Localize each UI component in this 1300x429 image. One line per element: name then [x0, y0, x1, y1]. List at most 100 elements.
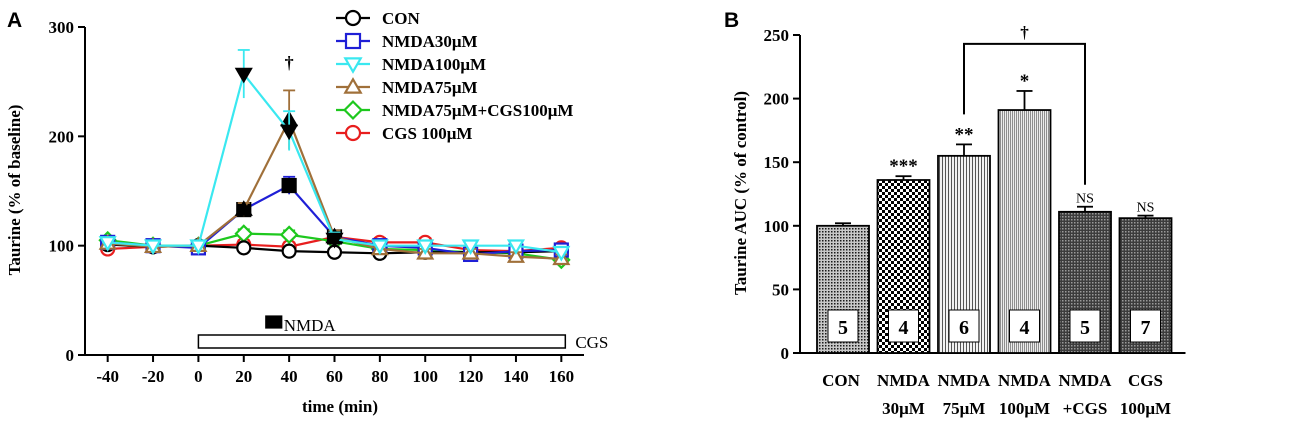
legend-label: NMDA75μM: [382, 78, 478, 97]
category-label-line2: 100μM: [999, 399, 1050, 418]
significance-bracket: †: [963, 23, 1086, 185]
panel-letter-b: B: [724, 9, 739, 32]
panel-a: A Taurine (% of baseline) time (min) 0 10…: [5, 9, 608, 416]
category-label-line1: NMDA: [938, 371, 992, 390]
data-point: [506, 247, 526, 263]
legend-item-cgs-100-m: CGS 100μM: [336, 124, 472, 143]
x-tick-label-a: 40: [281, 367, 298, 386]
bar-group-1: 5 CON: [816, 222, 870, 390]
significance-label: NS: [1076, 192, 1094, 207]
n-label: 4: [899, 317, 909, 339]
bracket-label: †: [1020, 23, 1029, 42]
x-tick-label-a: 100: [412, 367, 438, 386]
data-point: [552, 245, 571, 262]
data-point: [279, 225, 299, 245]
x-tick-label-a: -40: [96, 367, 119, 386]
n-label: 6: [959, 317, 969, 339]
category-label-line1: NMDA: [1059, 371, 1113, 390]
x-tick-label-a: 80: [371, 367, 388, 386]
legend-label: CON: [382, 9, 421, 28]
legend-item-nmda75-m: NMDA75μM: [336, 77, 478, 97]
significance-label: ***: [889, 156, 918, 177]
x-tick-label-a: 160: [549, 367, 575, 386]
cgs-bar: [197, 334, 567, 349]
n-box: [1009, 309, 1040, 343]
data-point: [461, 239, 480, 256]
bars-b: 5 CON 4 *** NMDA 30μM 6 ** NMDA 75μM 4 * NMDA 100μM 5 N…: [816, 71, 1173, 418]
y-tick-label-a: 300: [49, 18, 75, 37]
legend-swatch-marker: [344, 32, 362, 50]
legend-swatch-marker: [344, 124, 362, 142]
bar-group-3: 6 ** NMDA 75μM: [937, 124, 992, 418]
data-point: [234, 67, 253, 84]
category-label-line1: NMDA: [998, 371, 1052, 390]
n-box: [827, 309, 859, 343]
legend-label: NMDA30μM: [382, 32, 478, 51]
bracket-line: [963, 42, 1086, 185]
data-point: [370, 239, 389, 256]
y-tick-label-b: 100: [764, 217, 790, 236]
y-tick-label-a: 0: [66, 346, 75, 365]
y-tick-label-a: 200: [49, 127, 75, 146]
panel-b: B Taurine AUC (% of control) 0 50 100 150 20…: [724, 9, 1186, 418]
x-axis-label-a: time (min): [302, 397, 378, 416]
data-point: [234, 224, 254, 243]
y-tick-label-b: 50: [772, 280, 789, 299]
category-label-line1: CON: [822, 371, 861, 390]
category-label-line2: 30μM: [882, 399, 925, 418]
legend-label: NMDA100μM: [382, 55, 486, 74]
y-tick-label-b: 250: [764, 26, 790, 45]
panel-letter-a: A: [7, 9, 22, 32]
bar-group-4: 4 * NMDA 100μM: [997, 71, 1052, 418]
data-point: [325, 232, 344, 249]
y-tick-label-b: 150: [764, 153, 790, 172]
x-tick-label-a: 20: [235, 367, 252, 386]
y-tick-label-b: 200: [764, 90, 790, 109]
bar-group-5: 5 NS NMDA +CGS: [1058, 192, 1113, 418]
legend-swatch-marker: [343, 77, 363, 94]
legend-item-con: CON: [336, 9, 421, 28]
n-label: 4: [1020, 317, 1030, 339]
y-axis-label-b: Taurine AUC (% of control): [731, 91, 750, 295]
y-tick-label-a: 100: [49, 237, 75, 256]
n-box: [888, 309, 919, 343]
x-tick-label-a: -20: [142, 367, 165, 386]
category-label-line1: CGS: [1128, 371, 1163, 390]
dagger-annotation-a: †: [285, 53, 294, 73]
category-label-line2: 75μM: [943, 399, 986, 418]
x-tick-label-a: 120: [458, 367, 484, 386]
legend-item-nmda100-m: NMDA100μM: [336, 55, 486, 74]
data-point: [189, 239, 208, 256]
data-point: [234, 200, 253, 216]
legend-item-nmda75-m-cgs100-m: NMDA75μM+CGS100μM: [336, 100, 573, 120]
n-box: [948, 309, 980, 343]
y-tick-label-b: 0: [781, 344, 790, 363]
data-point: [281, 177, 297, 194]
data-point: [280, 124, 299, 141]
legend-swatch-marker: [343, 57, 363, 74]
significance-label: **: [955, 124, 974, 145]
data-point: [416, 239, 435, 256]
category-label-line2: +CGS: [1063, 399, 1108, 418]
cgs-bar-label: CGS: [575, 333, 608, 352]
y-axis-label-a: Taurine (% of baseline): [5, 105, 24, 276]
data-point: [281, 243, 297, 259]
bar-group-2: 4 *** NMDA 30μM: [876, 156, 931, 418]
legend-item-nmda30-m: NMDA30μM: [336, 32, 478, 51]
n-label: 5: [838, 317, 848, 339]
category-label-line2: 100μM: [1120, 399, 1171, 418]
data-point: [98, 236, 117, 252]
data-point: [236, 240, 252, 256]
x-tick-label-a: 0: [194, 367, 203, 386]
series-nmda100-m: [98, 49, 571, 262]
significance-label: NS: [1137, 201, 1155, 216]
legend-label: CGS 100μM: [382, 124, 472, 143]
data-point: [143, 239, 163, 256]
nmda-bar-label: NMDA: [284, 316, 337, 335]
bar: [1058, 210, 1112, 354]
legend-swatch-marker: [344, 9, 362, 27]
x-tick-label-a: 60: [326, 367, 343, 386]
legend-swatch-marker: [343, 100, 363, 120]
n-label: 5: [1080, 317, 1090, 339]
